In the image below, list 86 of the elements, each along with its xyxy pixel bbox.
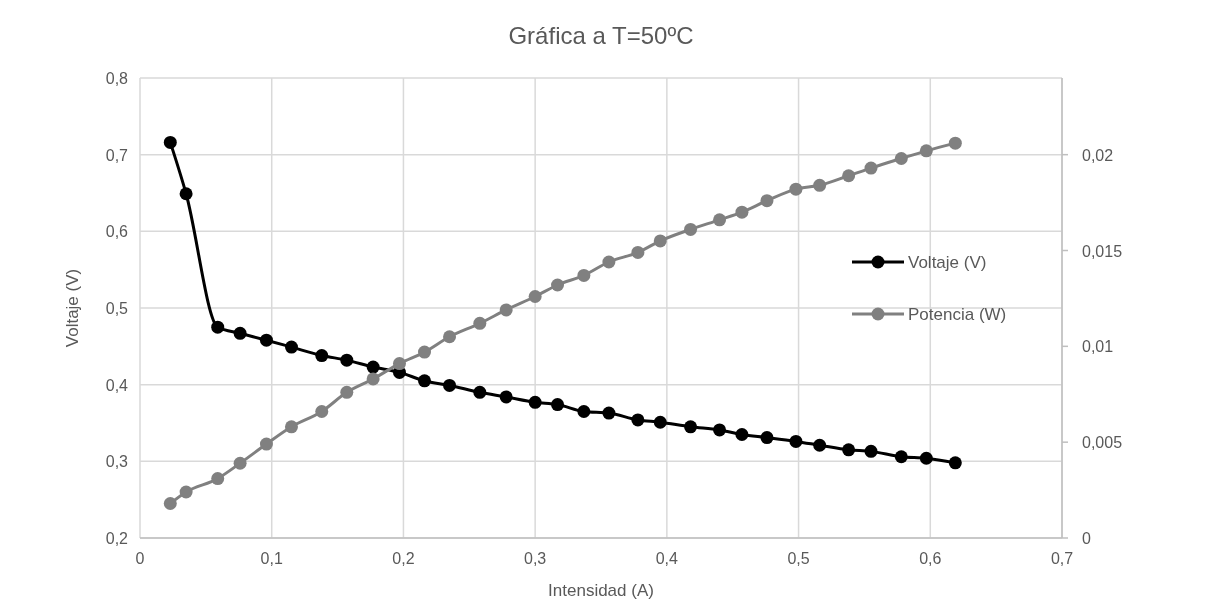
point [653,415,667,429]
point [284,340,298,354]
y2-tick-label: 0,005 [1082,434,1123,452]
point [366,372,380,386]
point [284,420,298,434]
point [813,178,827,192]
point [473,385,487,399]
point [259,333,273,347]
y-tick-label: 0,4 [105,376,129,394]
point [894,152,908,165]
point [789,434,803,448]
point [864,444,878,458]
point [211,320,225,334]
y-tick-label: 0,5 [105,300,129,317]
point [528,290,542,303]
point [864,161,878,175]
x-tick-label: 0,7 [1050,550,1074,567]
point [340,385,354,399]
point [528,395,542,409]
x-tick-label: 0,6 [919,550,942,567]
point [842,443,856,457]
x-tick-label: 0 [135,550,145,567]
x-tick-label: 0,3 [524,550,547,567]
y2-tick-label: 0 [1082,530,1091,547]
point [760,431,774,445]
point [315,349,329,363]
point [443,330,457,344]
point [315,405,329,418]
point [713,423,727,437]
point [577,268,591,282]
point [179,485,193,499]
y2-tick-label: 0,015 [1082,242,1123,260]
point [233,326,247,340]
point [713,213,727,227]
y2-tick-label: 0,02 [1082,146,1114,164]
point [418,374,431,388]
point [735,205,749,219]
point [163,135,177,149]
point [894,450,908,464]
point [602,255,616,269]
y-tick-label: 0,3 [105,453,129,471]
legend-label: Potencia (W) [908,305,1007,324]
point [392,357,406,371]
point [653,234,667,248]
point [418,345,431,359]
point [163,497,177,510]
y-axis-title: Voltaje (V) [63,268,82,348]
y2-tick-label: 0,01 [1082,338,1114,356]
point [499,390,513,404]
x-tick-label: 0,4 [655,550,679,567]
legend-label: Voltaje (V) [908,253,987,272]
point [842,169,856,183]
y-tick-label: 0,7 [105,146,129,164]
point [211,472,225,486]
point [179,187,193,201]
point [577,405,591,418]
point [948,456,962,470]
point [684,420,698,434]
point [684,222,698,236]
point [340,353,354,367]
point [631,245,645,259]
point [499,303,513,317]
point [551,278,565,292]
point [443,378,457,392]
point [760,194,774,208]
point [735,428,749,441]
y-tick-label: 0,8 [105,70,129,87]
point [259,437,273,451]
point [919,144,933,158]
point [233,456,247,470]
point [473,316,487,330]
x-tick-label: 0,1 [260,550,283,567]
point [551,398,565,412]
point [366,360,380,374]
point [919,451,933,465]
point [631,413,645,427]
point [813,438,827,452]
y-tick-label: 0,6 [105,223,129,241]
point [602,406,616,420]
y-tick-label: 0,2 [105,530,129,547]
point [948,136,962,150]
x-tick-label: 0,2 [392,550,415,567]
x-tick-label: 0,5 [787,550,810,567]
x-axis-title: Intensidad (A) [548,581,654,600]
chart-title: Gráfica a T=50ºC [508,22,694,49]
point [789,182,803,196]
